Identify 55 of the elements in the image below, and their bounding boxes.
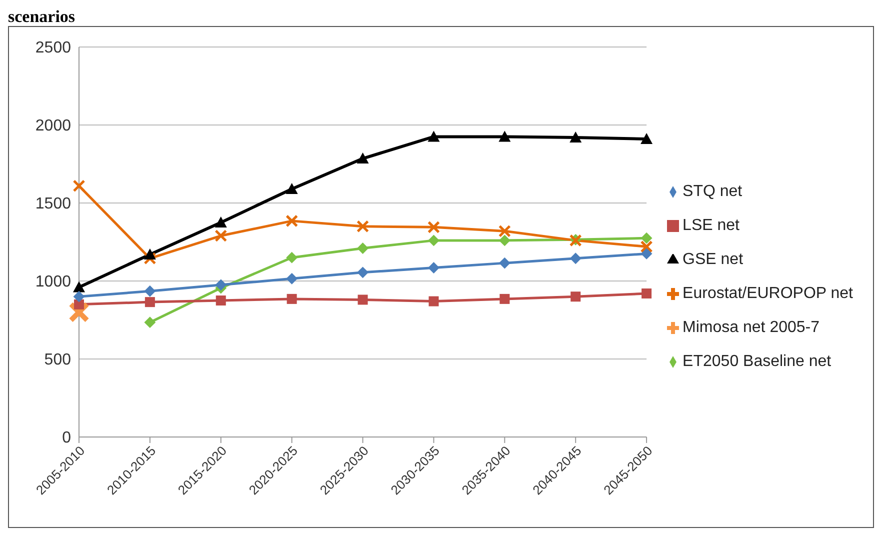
point [428, 296, 439, 306]
point [72, 180, 86, 192]
y-tick-label: 0 [62, 430, 72, 447]
point [357, 266, 368, 278]
point [356, 220, 370, 233]
legend-label: Eurostat/EUROPOP net [682, 285, 853, 302]
point [286, 273, 298, 284]
chart-title: scenarios [8, 7, 76, 26]
point [640, 133, 653, 144]
point [428, 262, 440, 274]
y-tick-label: 2000 [35, 118, 72, 135]
point [641, 232, 652, 244]
point [499, 234, 510, 246]
legend-label: STQ net [682, 183, 742, 200]
point [286, 214, 298, 228]
point [74, 291, 84, 302]
point [74, 299, 84, 310]
point [640, 240, 653, 253]
point [214, 216, 227, 228]
point [73, 281, 85, 292]
point [357, 242, 368, 254]
point [68, 302, 90, 323]
point [570, 292, 581, 302]
point [144, 286, 156, 297]
point [498, 224, 511, 238]
point [428, 234, 440, 246]
y-tick-label: 1500 [35, 196, 72, 213]
point [570, 252, 582, 264]
point [427, 220, 440, 234]
point [641, 248, 652, 260]
point [144, 316, 156, 328]
y-tick-label: 1000 [35, 274, 72, 291]
point [215, 279, 226, 290]
point [428, 130, 440, 142]
point [356, 152, 369, 164]
point [214, 230, 228, 242]
point [286, 252, 298, 264]
point [144, 252, 156, 265]
point [570, 131, 582, 142]
legend-label: ET2050 Baseline net [682, 353, 832, 370]
point [642, 288, 652, 298]
point [499, 258, 510, 269]
point [500, 294, 510, 304]
point [216, 296, 226, 306]
legend-label: LSE net [682, 217, 740, 234]
point [498, 130, 511, 142]
point [144, 248, 156, 260]
y-tick-label: 500 [44, 352, 72, 369]
point [358, 294, 368, 305]
legend-label: GSE net [682, 251, 744, 268]
legend-label: Mimosa net 2005-7 [682, 319, 820, 336]
y-tick-label: 2500 [35, 40, 72, 57]
point [286, 294, 297, 304]
point [286, 182, 298, 194]
point [144, 297, 155, 308]
